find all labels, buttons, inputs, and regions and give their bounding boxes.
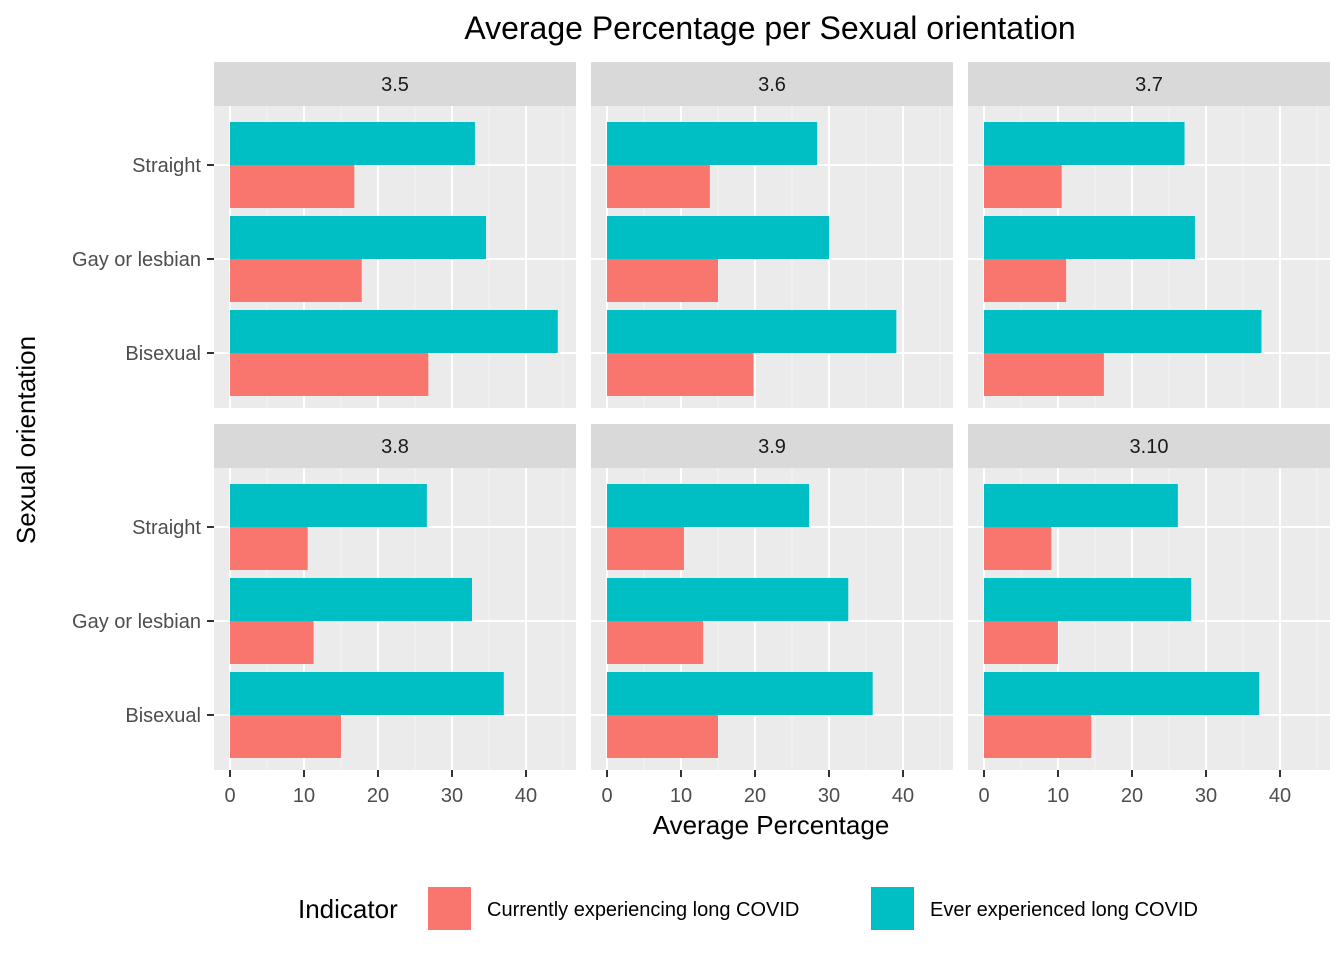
y-tick-label: Bisexual: [125, 343, 201, 365]
facet-panel-3.6: 3.6: [591, 62, 953, 408]
x-tick-label: 30: [441, 785, 463, 807]
bar-ever-1: [230, 216, 487, 259]
facet-panel-3.5: 3.5: [214, 62, 576, 408]
facet-panel-3.7: 3.7: [968, 62, 1330, 408]
y-tick-label: Straight: [132, 517, 201, 539]
legend-label-ever: Ever experienced long COVID: [930, 899, 1198, 921]
facet-strip: [591, 62, 953, 106]
bar-ever-1: [230, 578, 472, 621]
bar-currently-1: [984, 259, 1067, 302]
facet-panel-3.9: 3.9: [591, 424, 953, 770]
legend-swatch-currently: [428, 887, 471, 930]
x-tick-label: 40: [1269, 785, 1291, 807]
bar-ever-2: [984, 310, 1262, 353]
bar-currently-1: [607, 621, 704, 664]
y-axis-tick-labels: Straight Gay or lesbian Bisexual Straight Ga…: [72, 155, 214, 727]
bar-ever-1: [984, 578, 1192, 621]
facet-panels: 3.5 3.6 3.7 3.8 3.9 3.10: [214, 62, 1330, 770]
x-tick-label: 10: [1047, 785, 1069, 807]
bar-currently-2: [230, 715, 341, 758]
facet-strip-label: 3.7: [1135, 74, 1163, 96]
x-tick-label: 40: [515, 785, 537, 807]
bar-ever-0: [230, 122, 475, 165]
bar-currently-0: [984, 527, 1052, 570]
bar-currently-0: [230, 165, 355, 208]
bar-ever-2: [984, 672, 1260, 715]
legend-swatch-ever: [871, 887, 914, 930]
bar-ever-1: [607, 216, 829, 259]
bar-ever-2: [230, 310, 558, 353]
facet-strip-label: 3.5: [381, 74, 409, 96]
facet-strip: [214, 62, 576, 106]
facet-panel-3.10: 3.10: [968, 424, 1330, 770]
facet-strip: [968, 424, 1330, 468]
bar-currently-2: [984, 353, 1104, 396]
bar-currently-2: [607, 353, 754, 396]
bar-currently-2: [984, 715, 1092, 758]
bar-currently-0: [230, 527, 308, 570]
bar-ever-2: [230, 672, 504, 715]
x-tick-label: 20: [744, 785, 766, 807]
x-tick-label: 30: [818, 785, 840, 807]
bar-currently-0: [607, 527, 684, 570]
y-tick-label: Bisexual: [125, 705, 201, 727]
facet-strip-label: 3.6: [758, 74, 786, 96]
facet-strip: [591, 424, 953, 468]
bar-currently-1: [230, 259, 362, 302]
bar-currently-0: [607, 165, 710, 208]
bar-ever-2: [607, 310, 897, 353]
x-tick-label: 0: [601, 785, 612, 807]
facet-strip-label: 3.8: [381, 436, 409, 458]
bar-ever-0: [984, 484, 1178, 527]
bar-ever-0: [984, 122, 1185, 165]
bar-currently-2: [607, 715, 718, 758]
y-tick-label: Gay or lesbian: [72, 611, 201, 633]
facet-strip-label: 3.9: [758, 436, 786, 458]
bar-ever-0: [607, 122, 818, 165]
legend-title: Indicator: [298, 894, 398, 924]
y-tick-label: Gay or lesbian: [72, 249, 201, 271]
bar-ever-0: [607, 484, 810, 527]
legend: Indicator Currently experiencing long CO…: [298, 887, 1198, 930]
x-axis-tick-labels: 0 10 20 30 40 0 10 20 30 40 0 10 20 30 40: [224, 770, 1291, 807]
x-axis-title: Average Percentage: [653, 810, 890, 840]
x-tick-label: 40: [892, 785, 914, 807]
bar-ever-2: [607, 672, 873, 715]
bar-currently-1: [230, 621, 314, 664]
x-tick-label: 0: [978, 785, 989, 807]
facet-strip: [968, 62, 1330, 106]
bar-currently-2: [230, 353, 429, 396]
x-tick-label: 0: [224, 785, 235, 807]
facet-strip: [214, 424, 576, 468]
bar-currently-0: [984, 165, 1062, 208]
y-tick-label: Straight: [132, 155, 201, 177]
x-tick-label: 30: [1195, 785, 1217, 807]
bar-ever-0: [230, 484, 427, 527]
y-axis-title: Sexual orientation: [11, 336, 41, 544]
legend-label-currently: Currently experiencing long COVID: [487, 899, 799, 921]
facet-strip-label: 3.10: [1130, 436, 1169, 458]
bar-currently-1: [984, 621, 1058, 664]
x-tick-label: 20: [367, 785, 389, 807]
chart-title: Average Percentage per Sexual orientatio…: [464, 10, 1075, 46]
x-tick-label: 10: [293, 785, 315, 807]
facet-panel-3.8: 3.8: [214, 424, 576, 770]
bar-ever-1: [984, 216, 1195, 259]
bar-currently-1: [607, 259, 718, 302]
bar-ever-1: [607, 578, 849, 621]
x-tick-label: 20: [1121, 785, 1143, 807]
x-tick-label: 10: [670, 785, 692, 807]
